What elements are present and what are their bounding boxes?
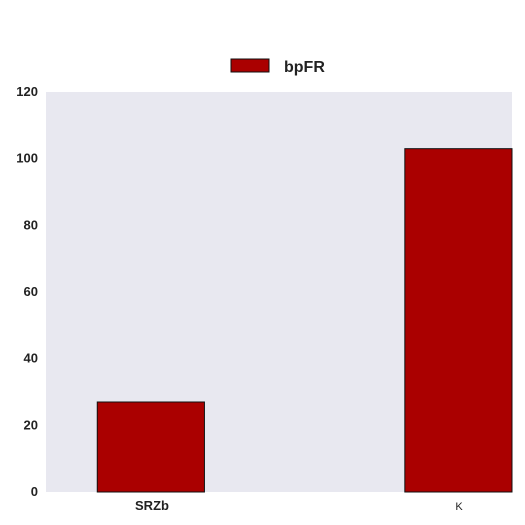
y-tick-label: 20 (24, 417, 38, 432)
bars (96, 148, 513, 493)
x-tick-label: K (455, 501, 463, 513)
bar (96, 401, 205, 493)
y-tick-label: 100 (16, 151, 38, 166)
legend-swatch (230, 58, 270, 73)
y-tick-label: 0 (31, 484, 38, 499)
bar (404, 148, 513, 493)
y-tick-label: 40 (24, 351, 38, 366)
legend: bpFR (230, 58, 325, 76)
y-tick-label: 60 (24, 284, 38, 299)
legend-label: bpFR (284, 59, 325, 76)
y-tick-label: 120 (16, 84, 38, 99)
y-axis: 0 20 40 60 80 100 120 (16, 84, 38, 499)
x-axis: SRZb K (135, 498, 463, 513)
x-tick-label: SRZb (135, 498, 169, 513)
y-tick-label: 80 (24, 217, 38, 232)
